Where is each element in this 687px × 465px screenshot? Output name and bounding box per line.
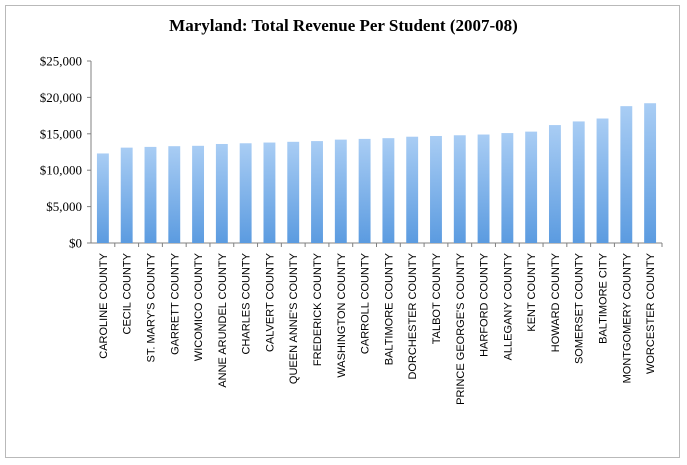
x-category-label: CAROLINE COUNTY xyxy=(98,252,110,358)
x-category-label: MONTGOMERY COUNTY xyxy=(621,252,633,383)
x-category-label: WORCESTER COUNTY xyxy=(645,252,657,374)
x-category-label: BALTIMORE COUNTY xyxy=(383,252,395,365)
x-category-label: CHARLES COUNTY xyxy=(241,252,253,354)
bar xyxy=(168,146,181,243)
y-tick-label: $5,000 xyxy=(46,199,82,214)
x-category-label: CALVERT COUNTY xyxy=(264,252,276,352)
y-tick-label: $20,000 xyxy=(40,90,82,105)
x-category-label: CARROLL COUNTY xyxy=(360,252,372,354)
bar xyxy=(334,139,347,243)
bar xyxy=(358,138,371,243)
x-category-label: HOWARD COUNTY xyxy=(550,252,562,352)
bar xyxy=(192,145,205,243)
bar xyxy=(263,142,276,243)
x-category-label: ANNE ARUNDEL COUNTY xyxy=(217,252,229,387)
bar xyxy=(596,118,609,243)
chart-title: Maryland: Total Revenue Per Student (200… xyxy=(169,16,518,35)
bar xyxy=(406,136,419,243)
y-tick-label: $0 xyxy=(69,236,82,251)
x-category-label: TALBOT COUNTY xyxy=(431,252,443,344)
x-category-label: DORCHESTER COUNTY xyxy=(407,252,419,379)
x-category-label: FREDERICK COUNTY xyxy=(312,252,324,366)
bar xyxy=(453,135,466,243)
bar xyxy=(548,125,561,243)
bar xyxy=(430,135,442,243)
bar xyxy=(215,143,228,243)
x-category-label: KENT COUNTY xyxy=(526,252,538,331)
bar xyxy=(239,143,252,243)
y-tick-label: $10,000 xyxy=(40,163,82,178)
x-category-label: ALLEGANY COUNTY xyxy=(502,252,514,360)
bar xyxy=(120,147,133,243)
bar xyxy=(525,131,538,243)
bar xyxy=(382,138,395,243)
x-category-label: WASHINGTON COUNTY xyxy=(336,252,348,377)
bar xyxy=(572,121,585,243)
bar xyxy=(96,153,109,243)
x-category-label: CECIL COUNTY xyxy=(122,252,134,334)
bar xyxy=(620,106,633,243)
bar xyxy=(287,141,300,243)
x-category-label: QUEEN ANNE'S COUNTY xyxy=(288,252,300,384)
bar xyxy=(477,134,490,243)
x-category-label: ST. MARY'S COUNTY xyxy=(145,252,157,362)
bar xyxy=(144,146,157,243)
bar xyxy=(501,133,514,243)
x-category-label: HARFORD COUNTY xyxy=(479,252,491,357)
bar xyxy=(644,103,657,243)
x-category-label: BALTIMORE CITY xyxy=(598,252,610,344)
x-category-label: GARRETT COUNTY xyxy=(169,252,181,355)
y-tick-label: $25,000 xyxy=(40,54,82,69)
y-tick-label: $15,000 xyxy=(40,126,82,141)
x-category-label: PRINCE GEORGE'S COUNTY xyxy=(455,252,467,405)
x-category-label: SOMERSET COUNTY xyxy=(574,252,586,364)
x-category-label: WICOMICO COUNTY xyxy=(193,252,205,361)
bar xyxy=(311,141,323,243)
